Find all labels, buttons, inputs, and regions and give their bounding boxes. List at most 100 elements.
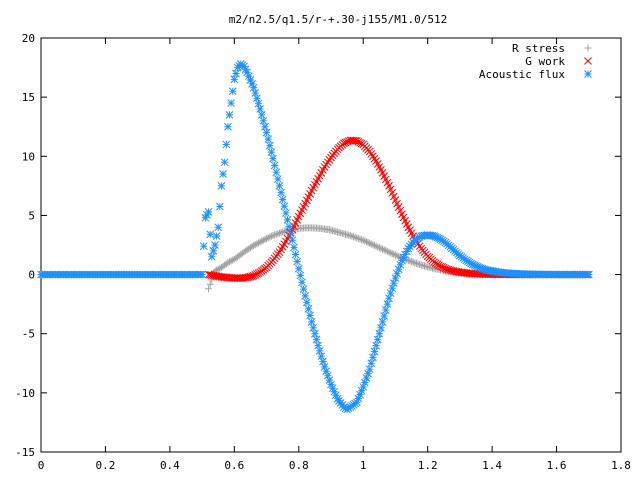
data-point <box>222 140 231 149</box>
data-point <box>396 260 405 269</box>
data-point <box>232 69 240 78</box>
data-point <box>373 335 382 344</box>
data-point <box>290 243 298 252</box>
plot-border <box>40 37 622 453</box>
data-point <box>263 234 271 242</box>
data-point <box>253 94 261 103</box>
data-point <box>299 285 308 293</box>
y-tick-label: 0 <box>28 269 35 282</box>
data-point <box>370 347 379 356</box>
data-point <box>314 341 322 350</box>
data-point <box>259 236 267 244</box>
data-point <box>354 234 362 242</box>
data-point <box>374 243 382 251</box>
axes: 0 0.2 0.4 0.6 0.8 1 1.2 1.4 1.6 1.8 -15 -10 -5 0 5 10 15… <box>15 32 631 472</box>
data-point <box>377 323 385 332</box>
legend-marker <box>584 70 592 78</box>
data-point <box>254 99 263 108</box>
data-point <box>244 72 253 81</box>
data-point <box>267 232 275 240</box>
y-tick-label: -15 <box>15 446 35 459</box>
data-point <box>266 233 274 241</box>
y-tick-label: 20 <box>22 32 35 45</box>
data-point <box>225 111 234 119</box>
data-point <box>227 99 235 107</box>
data-point <box>269 232 277 240</box>
data-point <box>257 111 266 119</box>
data-point <box>375 244 383 252</box>
data-point <box>251 241 259 249</box>
data-point <box>283 216 292 224</box>
data-point <box>265 141 274 150</box>
data-point <box>249 83 258 92</box>
data-point <box>390 250 398 258</box>
data-point <box>275 229 283 237</box>
data-point <box>369 353 377 362</box>
data-point <box>364 238 372 246</box>
data-point <box>584 270 593 279</box>
data-point <box>409 258 417 266</box>
legend-marker <box>584 44 592 52</box>
data-point <box>377 244 385 252</box>
data-point <box>306 311 314 320</box>
data-point <box>301 292 310 300</box>
series-r-stress <box>205 224 593 293</box>
data-point <box>256 105 264 113</box>
data-point <box>228 87 237 96</box>
data-point <box>285 222 293 231</box>
data-point <box>267 148 276 156</box>
y-tick-label: 10 <box>22 150 35 163</box>
data-point <box>387 249 395 257</box>
data-point <box>294 264 303 273</box>
data-point <box>412 259 420 267</box>
x-tick-label: 0 <box>38 459 45 472</box>
data-point <box>323 158 332 167</box>
data-point <box>348 232 356 240</box>
data-point <box>251 89 260 97</box>
data-point <box>415 242 424 251</box>
data-point <box>230 75 239 84</box>
y-tick-label: 15 <box>22 91 35 104</box>
data-point <box>304 305 313 313</box>
data-point <box>391 274 400 282</box>
data-point <box>367 240 375 248</box>
data-point <box>365 147 374 156</box>
x-tick-label: 1.2 <box>418 459 438 472</box>
data-point <box>353 234 361 242</box>
data-point <box>449 267 458 275</box>
data-point <box>243 68 252 77</box>
data-point <box>293 257 302 266</box>
data-point <box>264 234 272 242</box>
data-point <box>362 238 370 246</box>
x-tick-label: 1 <box>360 459 367 472</box>
data-point <box>274 230 282 238</box>
data-point <box>375 329 384 338</box>
data-point <box>212 232 221 240</box>
data-point <box>207 271 216 280</box>
data-point <box>416 261 424 269</box>
x-tick-label: 1.6 <box>547 459 567 472</box>
data-point <box>367 150 376 158</box>
data-point <box>385 248 393 256</box>
series-acoustic-flux <box>37 60 593 414</box>
x-tick-label: 0.4 <box>160 459 180 472</box>
y-tick-label: -5 <box>22 328 35 341</box>
data-point <box>271 231 279 239</box>
data-point <box>372 341 380 350</box>
data-point <box>255 239 262 247</box>
data-point <box>352 398 361 407</box>
x-tick-label: 1.8 <box>611 459 631 472</box>
data-point <box>217 182 226 190</box>
data-point <box>250 242 258 250</box>
data-point <box>241 65 250 74</box>
data-point <box>367 359 376 368</box>
legend-label: Acoustic flux <box>479 68 565 81</box>
data-point <box>381 306 390 314</box>
data-point <box>272 230 280 238</box>
data-point <box>359 236 367 244</box>
data-point <box>212 272 221 280</box>
x-tick-label: 0.2 <box>96 459 116 472</box>
data-point <box>298 278 306 287</box>
legend-label: R stress <box>512 42 565 55</box>
